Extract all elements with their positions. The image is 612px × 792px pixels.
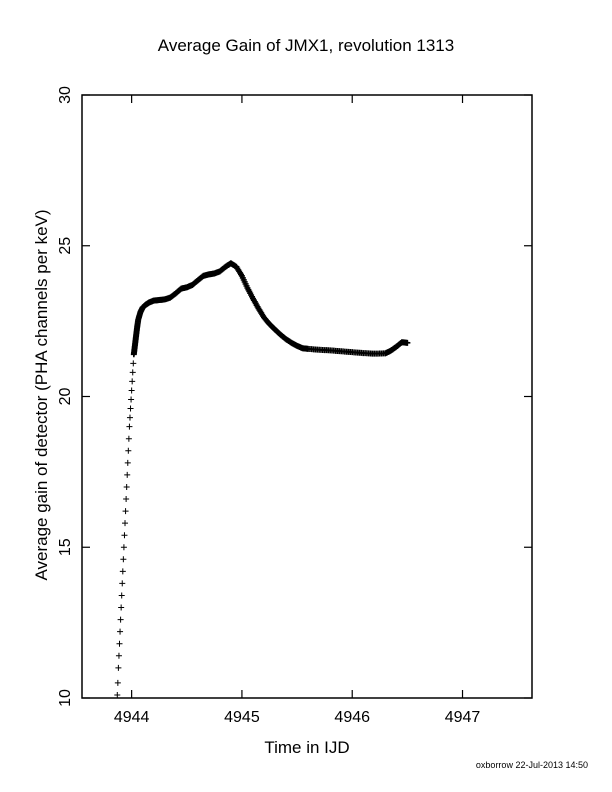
data-point-7 [118,604,125,611]
data-point-4 [116,640,123,647]
y-tick-label-4: 30 [57,86,74,104]
plot-frame [81,94,533,699]
x-tick-label-0: 4944 [114,709,150,726]
data-point-2 [115,664,122,671]
x-tick-label-1: 4945 [224,709,260,726]
data-point-19 [124,459,131,466]
x-axis-label: Time in IJD [264,738,350,757]
y-tick-label-2: 20 [57,388,74,406]
data-point-1 [114,679,121,686]
data-points [114,260,411,698]
data-point-18 [124,471,131,478]
y-axis-label-text: Average gain of detector (PHA channels p… [32,209,51,581]
x-tick-label-3: 4947 [445,709,481,726]
data-point-15 [122,508,129,515]
data-point-11 [120,556,127,563]
data-point-318 [404,339,411,346]
data-point-9 [119,580,126,587]
data-point-6 [117,616,124,623]
footer-timestamp: oxborrow 22-Jul-2013 14:50 [475,760,588,770]
data-point-27 [129,378,136,385]
y-tick-label-3: 25 [57,237,74,255]
data-point-23 [126,414,133,421]
data-point-14 [122,520,129,527]
data-point-24 [127,405,134,412]
data-point-17 [123,483,130,490]
chart-title: Average Gain of JMX1, revolution 1313 [157,36,455,55]
axis-ticks: 4944 4945 4946 4947 10 15 20 25 30 [57,86,532,726]
data-point-25 [128,396,135,403]
data-point-8 [118,592,125,599]
y-tick-label-1: 15 [57,538,74,556]
data-point-16 [123,496,130,503]
data-point-21 [125,435,132,442]
data-point-29 [130,360,137,367]
y-tick-label-0: 10 [57,689,74,707]
data-point-5 [117,628,124,635]
data-point-28 [129,369,136,376]
data-point-22 [126,423,133,430]
data-point-10 [119,568,126,575]
data-point-26 [128,387,135,394]
data-point-12 [120,544,127,551]
x-tick-label-2: 4946 [334,709,370,726]
data-point-0 [114,691,121,698]
data-point-20 [125,447,132,454]
data-point-13 [121,532,128,539]
data-point-3 [115,652,122,659]
